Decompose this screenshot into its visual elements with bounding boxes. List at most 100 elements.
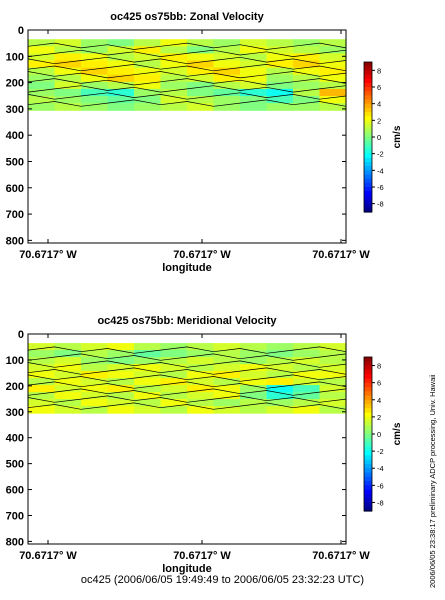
colorbar: 8 6 4 2 0 -2 -4 -6 -8 cm/s	[363, 356, 403, 512]
heatmap-cell	[134, 60, 162, 69]
heatmap-cell	[319, 60, 347, 69]
heatmap-cell	[213, 67, 241, 76]
colorbar-swatch	[364, 178, 372, 184]
colorbar-swatch	[364, 472, 372, 478]
colorbar-swatch	[364, 506, 372, 512]
heatmap-cell	[54, 357, 82, 365]
heatmap-cell	[240, 39, 268, 47]
colorbar-swatch	[364, 459, 372, 465]
contour-line	[27, 56, 347, 65]
colorbar-swatch	[364, 182, 372, 188]
heatmap-cell	[240, 81, 268, 90]
colorbar-swatch	[364, 382, 372, 388]
heatmap-cell	[107, 39, 135, 47]
heatmap-cell	[107, 399, 135, 407]
colorbar-swatch	[364, 128, 372, 134]
heatmap-cell	[266, 399, 294, 407]
colorbar-tick-label: 4	[377, 396, 381, 405]
heatmap-cell	[319, 385, 347, 393]
heatmap-cell	[240, 67, 268, 76]
heatmap-cell	[293, 399, 321, 407]
heatmap-cell	[28, 364, 56, 372]
heatmap-cell	[54, 103, 82, 111]
contour-line	[27, 353, 347, 361]
heatmap-cell	[266, 74, 294, 83]
heatmap-cell	[213, 399, 241, 407]
heatmap-cell	[240, 406, 268, 414]
heatmap-cell	[240, 399, 268, 407]
heatmap-cell	[293, 350, 321, 358]
heatmap-cell	[187, 103, 215, 111]
heatmap-cell	[213, 81, 241, 90]
colorbar-swatch	[364, 120, 372, 126]
heatmap-cell	[266, 378, 294, 386]
heatmap-cells	[28, 39, 347, 111]
heatmap-cell	[160, 357, 188, 365]
x-tick-label: 70.6717° W	[312, 249, 370, 261]
heatmap-cell	[81, 371, 109, 379]
colorbar-swatch	[364, 170, 372, 176]
colorbar-swatch	[364, 187, 372, 192]
heatmap-cell	[240, 364, 268, 372]
heatmap-cell	[54, 399, 82, 407]
x-tick-label: 70.6717° W	[19, 550, 77, 562]
heatmap-cell	[187, 399, 215, 407]
heatmap-cell	[187, 96, 215, 104]
heatmap-cell	[54, 88, 82, 97]
colorbar-swatch	[364, 174, 372, 180]
heatmap-cell	[213, 357, 241, 365]
plot-frame	[27, 29, 347, 244]
heatmap-cell	[160, 364, 188, 372]
heatmap-cell	[213, 392, 241, 400]
heatmap-cell	[240, 350, 268, 358]
heatmap-cell	[134, 81, 162, 90]
heatmap-cell	[240, 385, 268, 393]
heatmap-cell	[319, 406, 347, 414]
heatmap-cell	[187, 392, 215, 400]
heatmap-cell	[134, 88, 162, 97]
heatmap-cell	[81, 357, 109, 365]
processing-note: 2006/06/05 23:38:17 preliminary ADCP pro…	[428, 374, 437, 588]
heatmap-cell	[107, 103, 135, 111]
heatmap-cell	[319, 364, 347, 372]
y-tick-label: 200	[6, 381, 24, 393]
heatmap-cell	[28, 385, 56, 393]
heatmap-cell	[266, 385, 294, 393]
heatmap-cell	[107, 406, 135, 414]
colorbar-label: cm/s	[392, 125, 403, 148]
heatmap-cell	[134, 392, 162, 400]
heatmap-cell	[160, 53, 188, 62]
heatmap-cell	[107, 67, 135, 76]
heatmap-cell	[28, 39, 56, 47]
colorbar-swatch	[364, 485, 372, 491]
heatmap-cell	[28, 46, 56, 54]
heatmap-cell	[54, 53, 82, 62]
y-tick-label: 200	[6, 78, 24, 90]
heatmap-cell	[240, 74, 268, 83]
heatmap-cell	[28, 67, 56, 76]
heatmap-cell	[107, 53, 135, 62]
heatmap-cell	[160, 46, 188, 54]
heatmap-cell	[213, 53, 241, 62]
colorbar-swatch	[364, 438, 372, 444]
y-tick-label: 500	[6, 156, 24, 168]
heatmap-cell	[160, 399, 188, 407]
y-tick-label: 700	[6, 209, 24, 221]
heatmap-cell	[187, 385, 215, 393]
heatmap-cell	[213, 39, 241, 47]
heatmap-cell	[134, 378, 162, 386]
colorbar-swatch	[364, 451, 372, 456]
colorbar-swatch	[364, 369, 372, 375]
colorbar-swatch	[364, 421, 372, 427]
heatmap-cell	[266, 53, 294, 62]
colorbar-swatch	[364, 91, 372, 96]
contour-lines	[27, 42, 347, 107]
heatmap-cell	[134, 67, 162, 76]
heatmap-cell	[266, 60, 294, 69]
heatmap-cell	[81, 343, 109, 351]
heatmap-cell	[213, 96, 241, 104]
heatmap-cell	[266, 81, 294, 90]
contour-line	[27, 346, 347, 354]
heatmap-cell	[240, 53, 268, 62]
